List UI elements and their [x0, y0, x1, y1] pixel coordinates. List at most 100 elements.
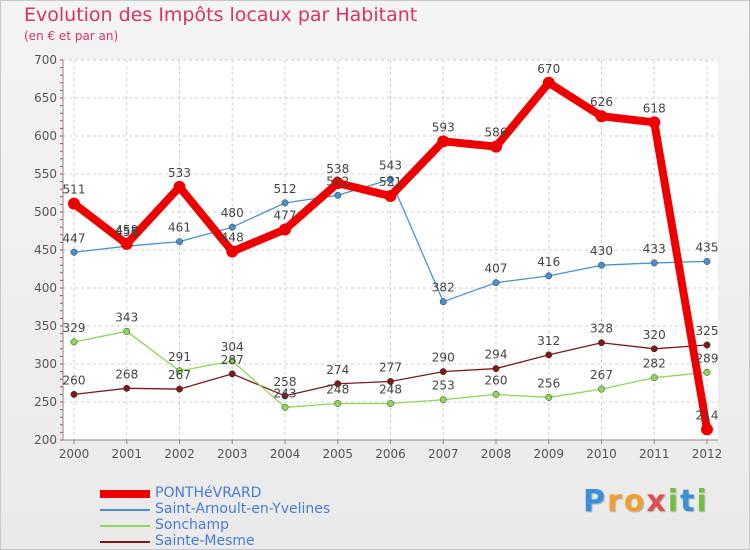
- data-label: 458: [115, 223, 138, 237]
- data-label: 267: [590, 368, 613, 382]
- data-point: [228, 357, 236, 365]
- data-point: [334, 400, 342, 407]
- data-point: [439, 368, 447, 376]
- data-label: 260: [63, 373, 86, 387]
- y-tick-label: 500: [34, 205, 57, 219]
- legend-swatch: [100, 509, 150, 511]
- x-tick-label: 2003: [217, 447, 248, 461]
- data-point: [437, 135, 450, 148]
- data-point: [598, 385, 605, 393]
- legend-label: Saint-Arnoult-en-Yvelines: [155, 501, 331, 517]
- data-label: 618: [643, 101, 666, 115]
- data-point: [703, 257, 711, 265]
- x-tick-label: 2012: [692, 447, 723, 461]
- x-tick-label: 2002: [164, 447, 195, 461]
- data-label: 214: [696, 408, 719, 422]
- logo-letter: i: [696, 484, 709, 519]
- data-point: [650, 259, 658, 267]
- data-label: 477: [274, 208, 297, 222]
- data-label: 282: [643, 357, 666, 371]
- data-point: [281, 403, 289, 411]
- data-point: [387, 378, 394, 385]
- data-point: [595, 110, 608, 123]
- logo-letter: x: [646, 484, 668, 519]
- data-label: 290: [432, 351, 455, 365]
- data-point: [384, 190, 397, 203]
- data-label: 448: [221, 231, 244, 245]
- data-point: [70, 248, 78, 256]
- data-label: 511: [63, 183, 86, 197]
- y-tick-label: 700: [34, 53, 57, 67]
- data-point: [439, 298, 447, 306]
- logo-letter: t: [680, 484, 697, 519]
- data-label: 291: [168, 350, 191, 364]
- data-label: 329: [63, 321, 86, 335]
- y-tick-label: 350: [34, 319, 57, 333]
- data-label: 670: [537, 62, 560, 76]
- data-label: 433: [643, 242, 666, 256]
- y-tick-label: 600: [34, 129, 57, 143]
- legend-swatch: [100, 525, 150, 527]
- data-label: 586: [485, 126, 508, 140]
- data-label: 320: [643, 328, 666, 342]
- x-tick-label: 2005: [322, 447, 353, 461]
- data-label: 289: [696, 351, 719, 365]
- y-tick-label: 450: [34, 243, 57, 257]
- data-point: [68, 197, 80, 210]
- data-label: 521: [379, 175, 402, 189]
- logo-letter: P: [583, 484, 607, 519]
- data-point: [703, 341, 711, 349]
- data-point: [228, 370, 236, 378]
- x-tick-label: 2010: [586, 447, 617, 461]
- data-label: 248: [326, 383, 349, 397]
- data-point: [703, 368, 711, 376]
- data-point: [598, 261, 605, 269]
- logo-letter: o: [623, 484, 647, 519]
- y-tick-label: 550: [34, 167, 57, 181]
- x-tick-label: 2008: [481, 447, 512, 461]
- data-point: [490, 140, 502, 153]
- data-point: [650, 374, 658, 382]
- data-point: [173, 180, 186, 193]
- data-point: [176, 385, 183, 393]
- data-label: 248: [379, 383, 402, 397]
- legend-swatch: [100, 490, 150, 498]
- data-label: 430: [590, 244, 613, 258]
- data-label: 435: [696, 240, 719, 254]
- logo-letter: i: [667, 484, 681, 519]
- data-label: 274: [326, 363, 349, 377]
- data-point: [123, 384, 131, 392]
- data-label: 260: [485, 373, 508, 387]
- data-point: [279, 223, 291, 236]
- data-label: 277: [379, 360, 402, 374]
- data-label: 626: [590, 95, 613, 109]
- y-tick-label: 650: [34, 91, 57, 105]
- y-tick-label: 250: [34, 395, 57, 409]
- data-point: [70, 338, 78, 346]
- data-point: [70, 390, 78, 398]
- y-tick-label: 200: [34, 433, 57, 447]
- line-chart: 200 250 300 350 400 450 500 550 600 650 700 2000 200…: [34, 53, 723, 461]
- legend-label: Sainte-Mesme: [155, 533, 255, 549]
- data-label: 455: [115, 225, 138, 239]
- data-point: [598, 339, 605, 347]
- data-point: [387, 400, 394, 407]
- data-label: 287: [221, 353, 244, 367]
- data-point: [120, 237, 133, 250]
- x-tick-label: 2000: [59, 447, 90, 461]
- data-label: 312: [537, 334, 560, 348]
- y-tick-label: 400: [34, 281, 57, 295]
- data-label: 253: [432, 379, 455, 393]
- x-tick-label: 2007: [428, 447, 459, 461]
- data-label: 304: [221, 340, 244, 354]
- x-tick-label: 2006: [375, 447, 406, 461]
- data-label: 268: [115, 367, 138, 381]
- data-label: 328: [590, 322, 613, 336]
- data-point: [545, 393, 553, 401]
- data-label: 256: [537, 376, 560, 390]
- x-tick-label: 2004: [270, 447, 301, 461]
- data-label: 533: [168, 166, 191, 180]
- chart-subtitle: (en € et par an): [24, 29, 119, 43]
- data-label: 461: [168, 221, 191, 235]
- data-point: [492, 390, 500, 398]
